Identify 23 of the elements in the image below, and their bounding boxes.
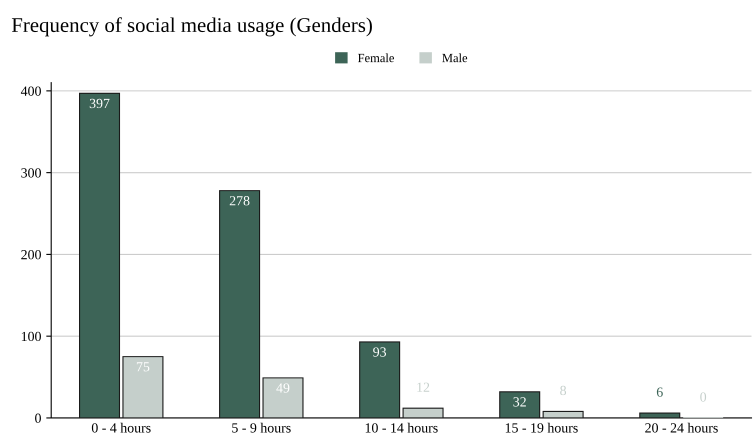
x-tick-label: 10 - 14 hours xyxy=(366,422,438,433)
y-tick-label: 300 xyxy=(21,168,41,178)
y-tick-label: 400 xyxy=(20,86,41,96)
chart-title: Frequency of social media usage (Genders) xyxy=(12,17,372,36)
data-label: 75 xyxy=(136,362,150,372)
data-label: 0 xyxy=(700,392,706,402)
data-label: 6 xyxy=(656,387,663,397)
data-label: 49 xyxy=(276,383,290,393)
data-label: 32 xyxy=(513,397,526,407)
x-tick-label: 0 - 4 hours xyxy=(92,422,151,433)
data-label: 8 xyxy=(560,386,566,396)
y-tick-label: 100 xyxy=(22,332,41,342)
data-label: 278 xyxy=(230,196,250,206)
data-label: 93 xyxy=(373,347,386,357)
x-tick-label: 5 - 9 hours xyxy=(232,422,291,433)
y-tick-label: 200 xyxy=(21,250,41,260)
y-tick-label: 0 xyxy=(35,414,41,423)
legend-label: Male xyxy=(442,53,468,62)
x-tick-label: 15 - 19 hours xyxy=(506,422,578,433)
legend-label: Female xyxy=(358,53,394,62)
x-tick-label: 20 - 24 hours xyxy=(645,422,718,433)
data-label: 397 xyxy=(90,98,110,108)
data-label: 12 xyxy=(417,382,430,392)
